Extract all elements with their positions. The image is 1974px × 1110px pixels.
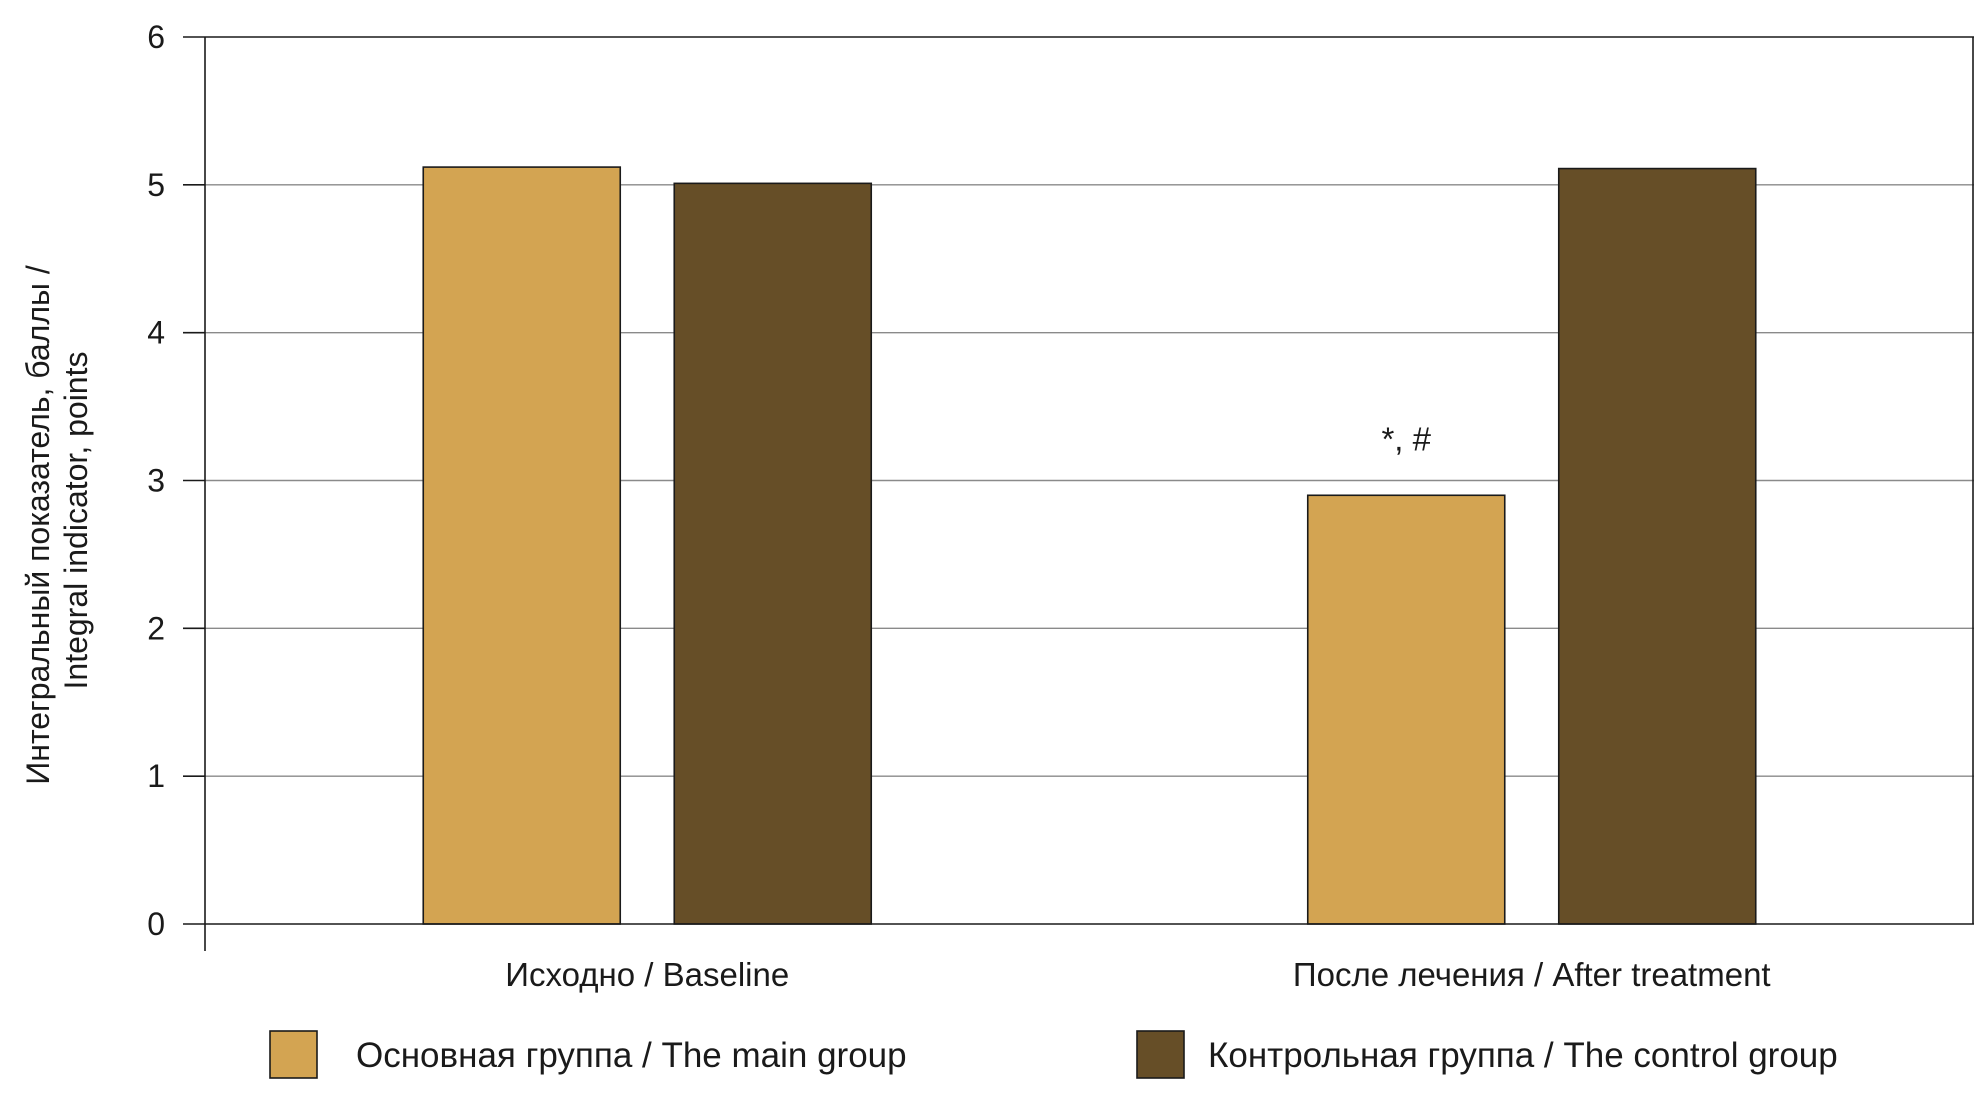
y-axis-label-line-1: Интегральный показатель, баллы / — [20, 265, 56, 785]
bars — [422, 166, 1757, 925]
y-tick-label-1: 1 — [147, 758, 165, 794]
bar-after-treatment-control-group — [1557, 167, 1757, 925]
category-label-1: После лечения / After treatment — [1293, 956, 1771, 993]
y-tick-label-5: 5 — [147, 167, 165, 203]
legend-label-main-group: Основная группа / The main group — [356, 1036, 907, 1075]
y-tick-label-2: 2 — [147, 610, 165, 646]
y-axis-label: Интегральный показатель, баллы / Integra… — [20, 256, 94, 784]
y-ticks: 0 1 2 3 4 5 6 — [147, 19, 205, 942]
legend: Основная группа / The main group Контрол… — [269, 1030, 1838, 1079]
legend-label-control-group: Контрольная группа / The control group — [1208, 1036, 1838, 1075]
bar-baseline-control-group — [673, 182, 873, 925]
legend-swatch-main-group — [269, 1030, 318, 1079]
y-tick-label-6: 6 — [147, 19, 165, 55]
bar-baseline-main-group — [422, 166, 622, 925]
significance-annotation: *, # — [1381, 420, 1431, 457]
legend-swatch-control-group — [1136, 1030, 1185, 1079]
y-tick-label-4: 4 — [147, 315, 165, 351]
annotations: *, # — [1381, 420, 1431, 457]
y-axis-label-line-2: Integral indicator, points — [58, 352, 94, 690]
category-labels: Исходно / Baseline После лечения / After … — [505, 956, 1770, 993]
y-tick-label-0: 0 — [147, 906, 165, 942]
category-label-0: Исходно / Baseline — [505, 956, 789, 993]
y-tick-label-3: 3 — [147, 463, 165, 499]
bar-after-treatment-main-group — [1306, 494, 1506, 925]
